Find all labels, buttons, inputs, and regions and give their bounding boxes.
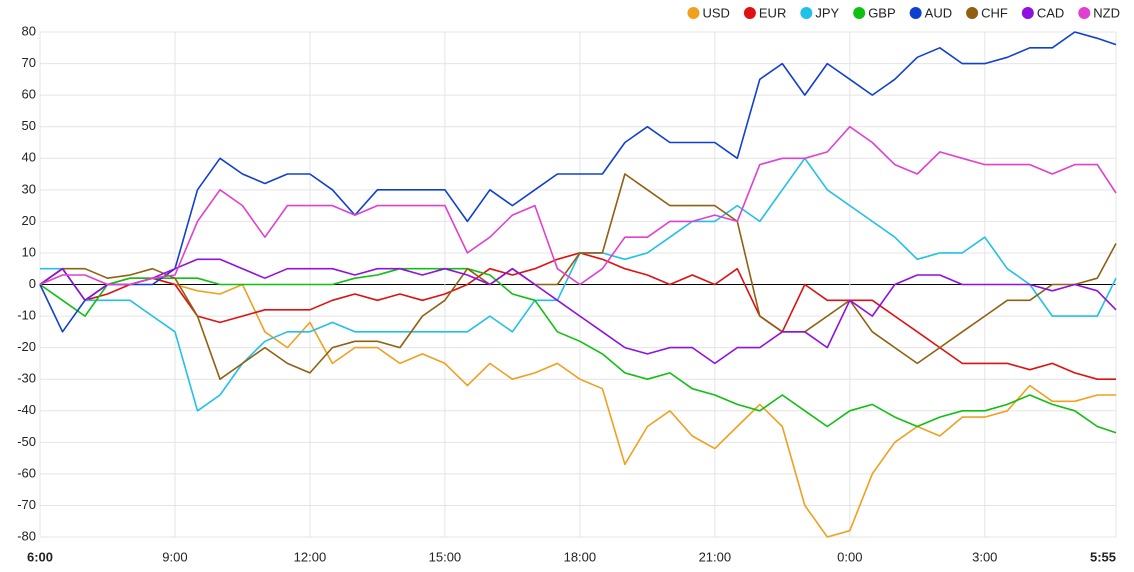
y-tick-label: 10 <box>22 244 36 259</box>
series-line <box>39 31 1117 333</box>
series-line <box>39 125 1117 286</box>
y-tick-label: -60 <box>17 465 36 480</box>
legend-marker <box>687 7 700 19</box>
x-tick-label: 3:00 <box>972 549 997 564</box>
y-tick-label: 30 <box>22 181 36 196</box>
x-tick-label: 5:55 <box>1090 549 1116 564</box>
series-line <box>39 267 1116 538</box>
x-tick-label: 9:00 <box>162 549 187 564</box>
legend: USD EUR JPY GBP AUD CHF CAD NZD <box>687 5 1120 20</box>
y-tick-label: 60 <box>22 87 36 102</box>
x-tick-label: 15:00 <box>429 549 462 564</box>
legend-marker <box>966 7 979 19</box>
y-tick-label: 70 <box>22 55 36 70</box>
legend-label: CAD <box>1037 5 1064 20</box>
x-tick-label: 0:00 <box>837 549 862 564</box>
x-tick-label: 12:00 <box>294 549 327 564</box>
legend-label: USD <box>702 5 729 20</box>
x-tick-label: 18:00 <box>564 549 597 564</box>
legend-marker <box>1021 7 1034 19</box>
y-tick-label: 40 <box>22 150 36 165</box>
series-line <box>39 258 1117 365</box>
y-tick-label: -70 <box>17 497 36 512</box>
legend-marker <box>909 7 922 19</box>
legend-label: GBP <box>868 5 895 20</box>
legend-marker <box>743 7 756 19</box>
y-tick-label: -30 <box>17 371 36 386</box>
y-tick-label: 20 <box>22 213 36 228</box>
legend-marker <box>800 7 813 19</box>
y-tick-label: -50 <box>17 434 36 449</box>
y-tick-label: 50 <box>22 118 36 133</box>
y-tick-label: 0 <box>29 276 36 291</box>
legend-label: AUD <box>925 5 952 20</box>
series-line <box>39 173 1117 380</box>
x-tick-label: 6:00 <box>27 549 53 564</box>
y-tick-label: -80 <box>17 528 36 543</box>
x-tick-label: 21:00 <box>699 549 732 564</box>
y-tick-label: 80 <box>22 23 36 38</box>
legend-marker <box>853 7 866 19</box>
legend-marker <box>1078 7 1091 19</box>
legend-label: JPY <box>815 5 839 20</box>
series-line <box>39 267 1117 434</box>
legend-label: EUR <box>759 5 786 20</box>
y-tick-label: -20 <box>17 339 36 354</box>
y-tick-label: -40 <box>17 402 36 417</box>
y-tick-label: -10 <box>17 308 36 323</box>
legend-label: CHF <box>981 5 1008 20</box>
legend-label: NZD <box>1093 5 1120 20</box>
